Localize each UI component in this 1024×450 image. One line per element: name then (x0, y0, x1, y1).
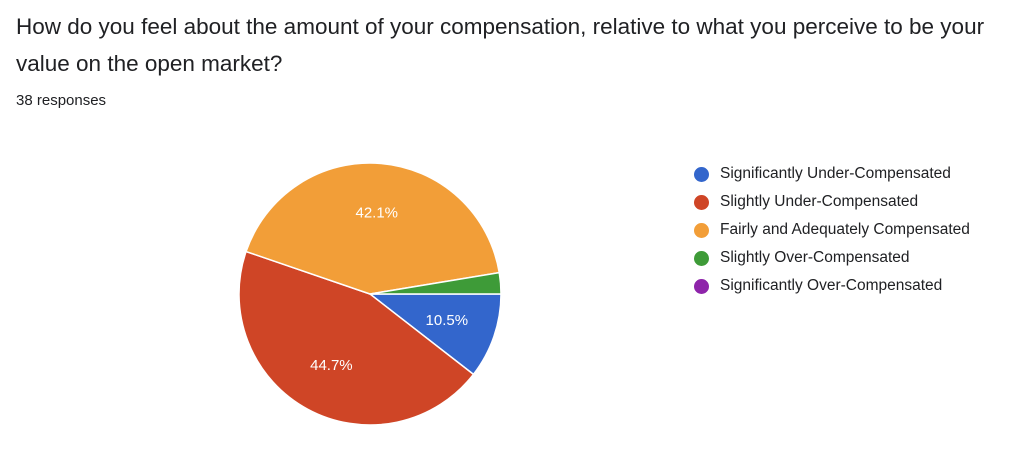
pie-data-label-fairly-and-adequately-compensated: 42.1% (355, 205, 398, 222)
legend-label: Significantly Under-Compensated (720, 165, 951, 182)
pie-data-labels: 10.5% 44.7% 42.1% (310, 205, 468, 374)
response-count: 38 responses (16, 92, 107, 109)
legend-label: Significantly Over-Compensated (720, 277, 943, 294)
legend-swatch-icon (694, 250, 709, 266)
pie-data-label-significantly-under-compensated: 10.5% (426, 312, 469, 329)
legend-label: Fairly and Adequately Compensated (720, 221, 970, 238)
legend-item-slightly-over-compensated: Slightly Over-Compensated (694, 244, 970, 272)
legend-swatch-icon (694, 278, 709, 294)
pie-slice-significantly-under-compensated (369, 293, 502, 376)
pie-slices (238, 162, 502, 426)
legend-swatch-icon (694, 222, 709, 238)
legend-swatch-icon (694, 166, 709, 182)
pie-chart: 10.5% 44.7% 42.1% (238, 162, 502, 426)
legend-label: Slightly Under-Compensated (720, 193, 919, 210)
pie-slice-fairly-and-adequately-compensated (245, 162, 501, 295)
pie-slice-slightly-over-compensated (369, 271, 502, 295)
chart-legend: Significantly Under-Compensated Slightly … (694, 160, 970, 300)
legend-item-fairly-and-adequately-compensated: Fairly and Adequately Compensated (694, 216, 970, 244)
pie-slice-slightly-under-compensated (238, 250, 475, 426)
legend-item-slightly-under-compensated: Slightly Under-Compensated (694, 188, 970, 216)
legend-label: Slightly Over-Compensated (720, 249, 910, 266)
legend-item-significantly-under-compensated: Significantly Under-Compensated (694, 160, 970, 188)
legend-item-significantly-over-compensated: Significantly Over-Compensated (694, 272, 970, 300)
legend-swatch-icon (694, 194, 709, 210)
pie-data-label-slightly-under-compensated: 44.7% (310, 357, 353, 374)
question-title: How do you feel about the amount of your… (16, 14, 985, 76)
